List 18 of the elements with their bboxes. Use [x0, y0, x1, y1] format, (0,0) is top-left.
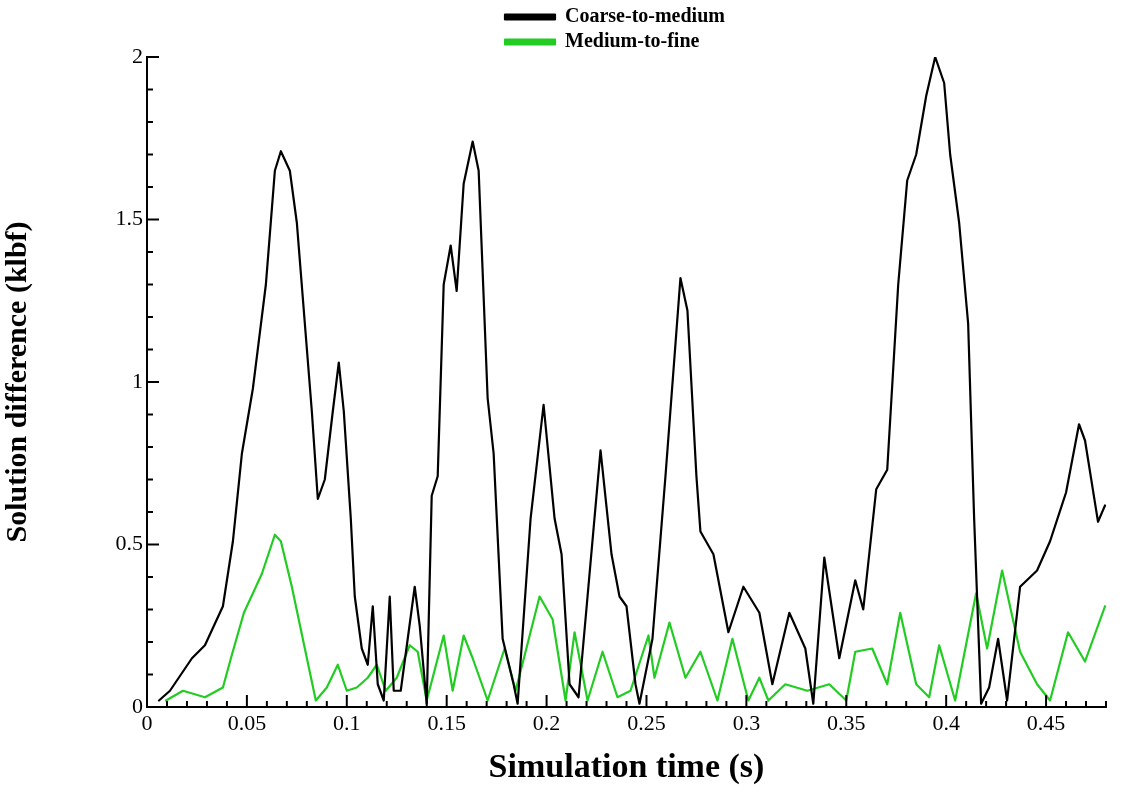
y-axis-title: Solution difference (klbf)	[0, 221, 33, 543]
y-tick-label: 2	[132, 42, 143, 68]
y-tick-label: 0	[132, 692, 143, 718]
x-tick-label: 0.25	[627, 709, 666, 735]
x-tick-label: 0.05	[227, 709, 267, 735]
y-tick-label: 0.5	[115, 530, 143, 556]
legend-label: Coarse-to-medium	[565, 4, 726, 27]
x-tick-label: 0.45	[1026, 709, 1066, 735]
x-tick-label: 0.2	[532, 709, 561, 735]
x-tick-label: 0.3	[732, 709, 761, 735]
x-tick-label: 0.15	[427, 709, 466, 735]
y-tick-label: 1	[132, 367, 143, 393]
legend-label: Medium-to-fine	[565, 29, 700, 52]
x-tick-label: 0.1	[333, 709, 361, 735]
y-tick-label: 1.5	[115, 205, 143, 231]
x-axis-title: Simulation time (s)	[488, 747, 765, 786]
x-tick-label: 0.4	[932, 709, 960, 735]
x-tick-label: 0.35	[827, 709, 866, 735]
